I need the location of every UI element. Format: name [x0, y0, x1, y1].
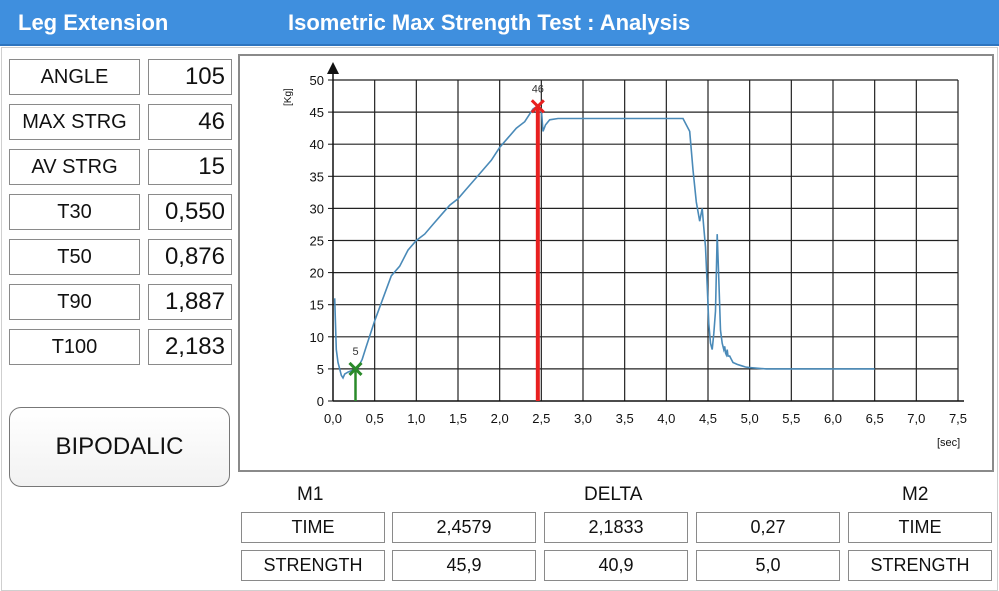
metric-value-average-strength: 15 — [148, 149, 232, 185]
row-label-time-left: TIME — [241, 512, 385, 543]
column-header-m1: M1 — [297, 484, 324, 505]
y-tick-label: 50 — [310, 73, 324, 88]
marker-cross-m2 — [348, 361, 363, 376]
row-label-time-right: TIME — [848, 512, 992, 543]
x-tick-label: 3,5 — [616, 411, 634, 426]
x-tick-label: 6,5 — [866, 411, 884, 426]
y-tick-label: 25 — [310, 234, 324, 249]
metric-label-angle: ANGLE — [9, 59, 140, 95]
y-tick-label: 0 — [317, 394, 324, 409]
metric-label-t30: T30 — [9, 194, 140, 230]
x-tick-label: 5,0 — [741, 411, 759, 426]
x-tick-label: 5,5 — [782, 411, 800, 426]
delta-time-value: 2,1833 — [544, 512, 688, 543]
y-tick-label: 15 — [310, 298, 324, 313]
x-tick-label: 3,0 — [574, 411, 592, 426]
metric-value-t30: 0,550 — [148, 194, 232, 230]
metric-label-average-strength: AV STRG — [9, 149, 140, 185]
column-header-delta: DELTA — [584, 484, 643, 505]
page-title: Isometric Max Strength Test : Analysis — [288, 10, 691, 35]
metric-value-t100: 2,183 — [148, 329, 232, 365]
x-tick-label: 7,5 — [949, 411, 967, 426]
row-label-strength-left: STRENGTH — [241, 550, 385, 581]
y-tick-label: 35 — [310, 169, 324, 184]
x-tick-label: 6,0 — [824, 411, 842, 426]
marker-label-m2: 5 — [352, 346, 358, 358]
metric-label-t90: T90 — [9, 284, 140, 320]
x-tick-label: 1,5 — [449, 411, 467, 426]
x-tick-label: 0,0 — [324, 411, 342, 426]
x-tick-label: 0,5 — [366, 411, 384, 426]
x-tick-label: 4,0 — [657, 411, 675, 426]
row-label-strength-right: STRENGTH — [848, 550, 992, 581]
metric-label-t50: T50 — [9, 239, 140, 275]
y-tick-label: 5 — [317, 362, 324, 377]
metric-label-max-strength: MAX STRG — [9, 104, 140, 140]
column-header-m2: M2 — [902, 484, 929, 505]
force-curve-line — [333, 105, 875, 380]
bipodalic-button[interactable]: BIPODALIC — [9, 407, 230, 487]
metric-label-t100: T100 — [9, 329, 140, 365]
chart-panel: 0,0 0,5 1,0 1,5 2,0 2,5 3,0 3,5 4,0 4,5 5,0 5,5 6,0 6… — [238, 54, 994, 472]
marker-cross-m1 — [530, 99, 545, 114]
metric-value-angle: 105 — [148, 59, 232, 95]
x-tick-label: 4,5 — [699, 411, 717, 426]
m1-time-value: 2,4579 — [392, 512, 536, 543]
x-tick-label: 7,0 — [907, 411, 925, 426]
y-tick-label: 40 — [310, 137, 324, 152]
m1-strength-value: 45,9 — [392, 550, 536, 581]
title-bar: Leg Extension Isometric Max Strength Tes… — [0, 0, 999, 46]
metric-value-max-strength: 46 — [148, 104, 232, 140]
x-tick-label: 1,0 — [407, 411, 425, 426]
marker-label-m1: 46 — [532, 83, 544, 95]
x-tick-label: 2,5 — [532, 411, 550, 426]
x-axis-label: [sec] — [937, 437, 960, 449]
y-tick-label: 30 — [310, 201, 324, 216]
metric-value-t90: 1,887 — [148, 284, 232, 320]
y-axis-arrow — [327, 62, 339, 74]
x-tick-label: 2,0 — [491, 411, 509, 426]
y-tick-label: 20 — [310, 266, 324, 281]
delta-strength-value: 40,9 — [544, 550, 688, 581]
app-name: Leg Extension — [18, 10, 169, 35]
metric-value-t50: 0,876 — [148, 239, 232, 275]
strength-time-chart: 0,0 0,5 1,0 1,5 2,0 2,5 3,0 3,5 4,0 4,5 5,0 5,5 6,0 6… — [283, 62, 967, 449]
m2-time-value: 0,27 — [696, 512, 840, 543]
m2-strength-value: 5,0 — [696, 550, 840, 581]
y-axis-label: [Kg] — [283, 88, 294, 106]
y-tick-label: 10 — [310, 330, 324, 345]
y-tick-label: 45 — [310, 105, 324, 120]
